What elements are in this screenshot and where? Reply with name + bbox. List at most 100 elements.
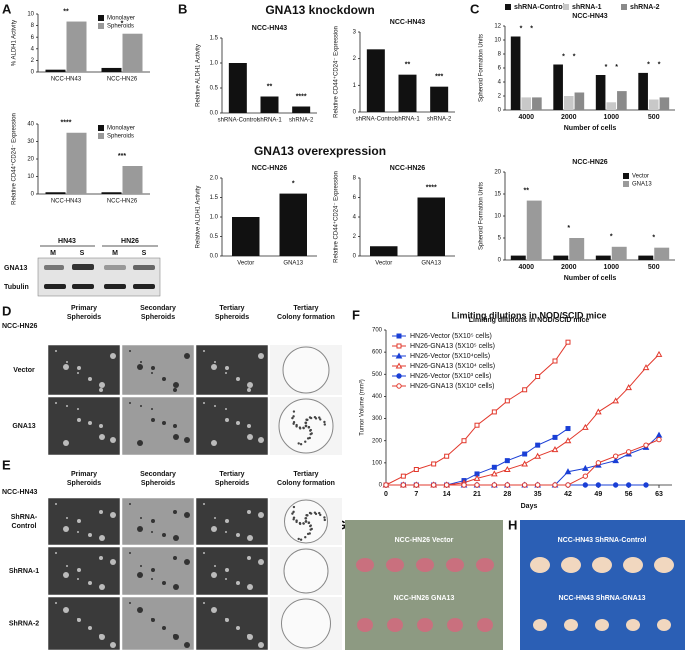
spheroid bbox=[247, 510, 251, 514]
panel-label: H bbox=[508, 517, 517, 532]
significance: * bbox=[530, 25, 533, 32]
bar bbox=[260, 96, 279, 113]
chart-title: Limiting dilutions in NOD/SCID mice bbox=[451, 310, 606, 320]
colony bbox=[306, 532, 310, 536]
chart-title: NCC-HN26 bbox=[252, 165, 288, 172]
image bbox=[195, 596, 269, 651]
image bbox=[47, 497, 121, 546]
spheroid bbox=[77, 372, 79, 374]
data-point bbox=[474, 482, 480, 488]
colony bbox=[314, 512, 318, 516]
spheroid bbox=[77, 519, 81, 523]
data-point bbox=[594, 408, 602, 415]
column-header: Tertiary bbox=[219, 471, 244, 478]
chart-title: NCC-HN43 bbox=[390, 19, 426, 26]
y-tick-label: 4 bbox=[353, 215, 357, 221]
spheroid bbox=[88, 626, 92, 630]
spheroid bbox=[236, 581, 240, 585]
spheroid bbox=[236, 421, 240, 425]
y-tick-label: 30 bbox=[27, 139, 34, 145]
significance: ** bbox=[405, 62, 411, 69]
spheroid bbox=[184, 642, 190, 648]
image bbox=[195, 396, 269, 456]
y-tick-label: 8 bbox=[31, 23, 35, 29]
tumor bbox=[357, 618, 373, 632]
colony bbox=[304, 421, 308, 425]
spheroid bbox=[184, 512, 190, 518]
blot-band bbox=[104, 265, 126, 270]
colony bbox=[291, 512, 294, 515]
y-tick-label: 5 bbox=[498, 236, 502, 242]
x-tick-label: 21 bbox=[473, 491, 481, 498]
bar bbox=[292, 106, 311, 113]
colony bbox=[302, 426, 305, 429]
spheroid bbox=[66, 565, 68, 567]
legend-label: shRNA-1 bbox=[572, 4, 602, 11]
colony bbox=[314, 417, 318, 420]
data-point bbox=[473, 474, 481, 481]
data-point bbox=[595, 460, 602, 466]
spheroid bbox=[151, 519, 155, 523]
spheroid bbox=[137, 440, 143, 446]
spheroid bbox=[162, 421, 166, 425]
panel-label: D bbox=[2, 303, 11, 318]
colony bbox=[318, 511, 321, 515]
colony bbox=[304, 424, 308, 428]
spheroid bbox=[151, 372, 153, 374]
colony bbox=[292, 510, 295, 514]
spheroid bbox=[258, 642, 264, 648]
spheroid bbox=[99, 382, 105, 388]
y-axis-label: Relative ALDH1 Activity bbox=[196, 44, 202, 107]
y-tick-label: 0 bbox=[498, 258, 502, 264]
colony bbox=[298, 521, 302, 525]
series-line bbox=[386, 434, 660, 486]
colony bbox=[323, 518, 326, 522]
y-tick-label: 1.5 bbox=[210, 36, 219, 42]
x-tick-label: NCC-HN26 bbox=[107, 199, 138, 205]
spheroid bbox=[99, 434, 105, 440]
blot-membrane bbox=[37, 257, 161, 297]
panel-label: E bbox=[2, 457, 11, 472]
row-label: Vector bbox=[13, 367, 35, 374]
bar bbox=[526, 200, 542, 260]
spheroid bbox=[211, 607, 217, 613]
bar bbox=[430, 86, 449, 112]
corner-label: NCC-HN43 bbox=[2, 489, 38, 496]
spheroid bbox=[77, 578, 79, 580]
significance: * bbox=[567, 225, 570, 232]
spheroid bbox=[173, 510, 177, 514]
x-tick-label: 4000 bbox=[518, 264, 534, 271]
x-tick-label: 500 bbox=[648, 114, 660, 121]
spheroid bbox=[66, 361, 68, 363]
y-tick-label: 0 bbox=[31, 70, 35, 76]
spheroid bbox=[247, 388, 251, 392]
spheroid bbox=[77, 618, 79, 620]
spheroid bbox=[225, 578, 227, 580]
spheroid bbox=[214, 405, 216, 407]
panel-label: C bbox=[470, 1, 480, 16]
colony bbox=[304, 517, 308, 520]
spheroid bbox=[77, 568, 81, 572]
photo-label: NCC-HN43 ShRNA-Control bbox=[558, 537, 647, 544]
y-tick-label: 10 bbox=[494, 38, 501, 44]
x-tick-label: 49 bbox=[594, 491, 602, 498]
spheroid bbox=[129, 350, 131, 352]
legend-marker bbox=[396, 343, 402, 349]
data-point bbox=[534, 482, 541, 488]
spheroid bbox=[214, 361, 216, 363]
y-tick-label: 0 bbox=[379, 483, 383, 489]
data-point bbox=[564, 437, 572, 444]
blot-band bbox=[44, 284, 66, 289]
tumor bbox=[561, 557, 581, 573]
legend-label: Spheroids bbox=[107, 134, 134, 140]
data-point bbox=[643, 482, 649, 488]
legend-swatch bbox=[98, 15, 104, 21]
x-axis-label: Number of cells bbox=[564, 275, 617, 282]
spheroid bbox=[129, 503, 131, 505]
spheroid bbox=[162, 626, 166, 630]
spheroid bbox=[247, 634, 251, 638]
y-tick-label: 10 bbox=[494, 214, 501, 220]
spheroid bbox=[137, 364, 143, 370]
spheroid bbox=[211, 440, 217, 446]
y-tick-label: 0 bbox=[31, 192, 35, 198]
